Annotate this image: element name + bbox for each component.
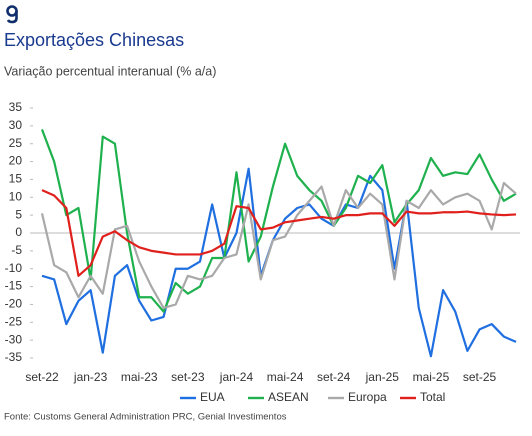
legend-label: Total <box>420 390 445 404</box>
x-tick-label: mai-25 <box>413 370 450 384</box>
legend-label: Europa <box>348 390 387 404</box>
line-series <box>41 167 517 358</box>
x-tick-label: set-25 <box>463 370 497 384</box>
x-tick-label: jan-25 <box>365 370 400 384</box>
legend-label: EUA <box>200 390 225 404</box>
legend-label: ASEAN <box>268 390 309 404</box>
y-tick-label: 10 <box>9 189 23 203</box>
x-tick-label: jan-23 <box>73 370 108 384</box>
y-tick-label: -5 <box>11 243 22 257</box>
y-tick-label: 30 <box>9 118 23 132</box>
line-series <box>41 189 517 277</box>
chart-subtitle: Variação percentual interanual (% a/a) <box>4 64 216 78</box>
x-tick-label: mai-24 <box>267 370 304 384</box>
logo <box>6 5 18 24</box>
x-tick-label: jan-24 <box>219 370 254 384</box>
y-tick-label: 15 <box>9 172 23 186</box>
y-tick-label: 5 <box>15 207 22 221</box>
y-tick-label: 20 <box>9 154 23 168</box>
y-tick-label: 35 <box>9 100 23 114</box>
y-tick-label: -15 <box>5 279 23 293</box>
y-tick-label: -10 <box>5 261 23 275</box>
y-tick-label: -25 <box>5 314 23 328</box>
y-tick-label: -30 <box>5 332 23 346</box>
line-series <box>40 181 517 310</box>
y-tick-label: -35 <box>5 350 23 364</box>
source: Fonte: Customs General Administration PR… <box>4 412 287 423</box>
x-tick-label: set-22 <box>25 370 59 384</box>
line-series <box>40 129 517 313</box>
chart-title: Exportações Chinesas <box>4 30 184 50</box>
y-tick-label: 25 <box>9 136 23 150</box>
x-tick-label: mai-23 <box>121 370 158 384</box>
x-tick-label: set-23 <box>171 370 205 384</box>
y-tick-label: 0 <box>15 225 22 239</box>
y-tick-label: -20 <box>5 297 23 311</box>
x-tick-label: set-24 <box>317 370 351 384</box>
